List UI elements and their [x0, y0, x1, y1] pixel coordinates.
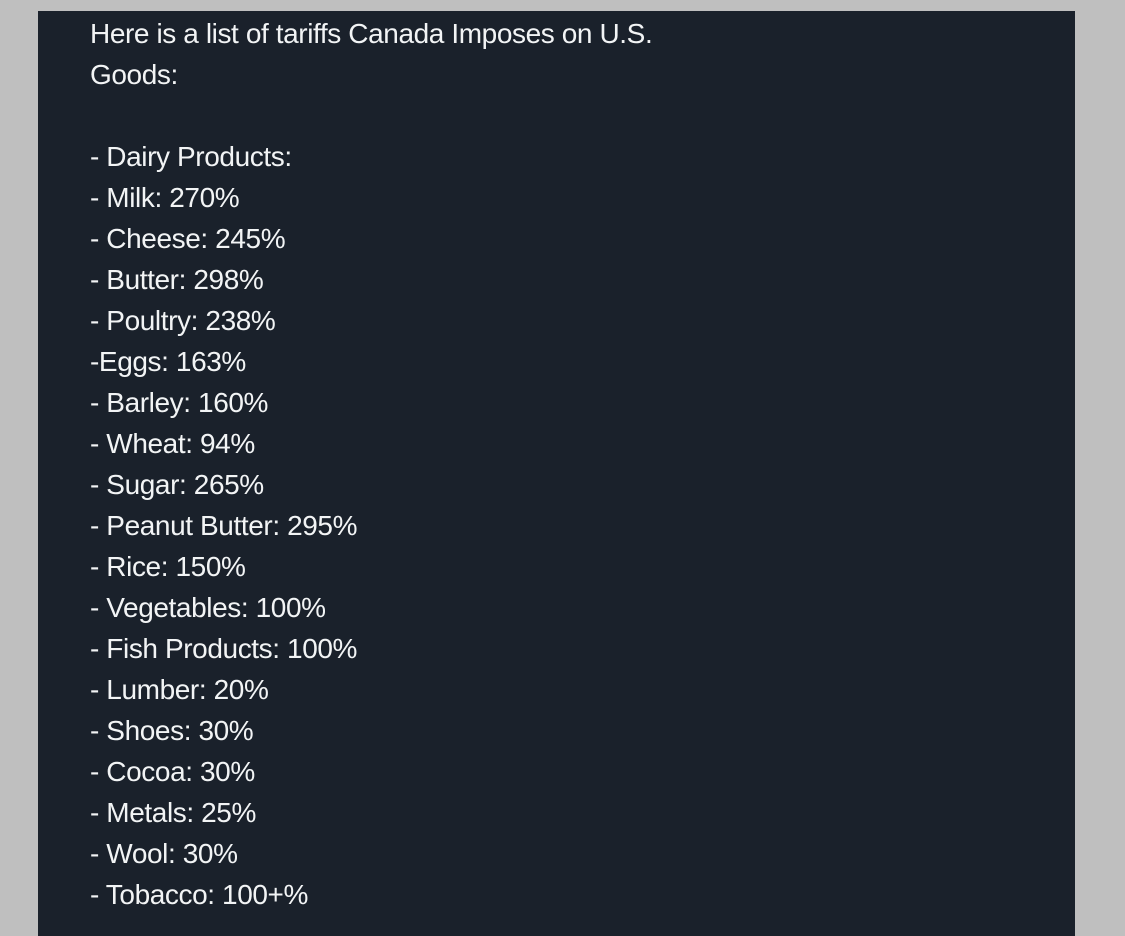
blank-line — [90, 95, 1030, 136]
list-item: - Dairy Products: — [90, 141, 292, 172]
list-item: - Milk: 270% — [90, 182, 240, 213]
list-item: - Wool: 30% — [90, 838, 238, 869]
list-item: - Metals: 25% — [90, 797, 256, 828]
list-item: - Sugar: 265% — [90, 469, 264, 500]
list-item: - Cocoa: 30% — [90, 756, 255, 787]
list-item: - Cheese: 245% — [90, 223, 286, 254]
list-item: - Vegetables: 100% — [90, 592, 326, 623]
list-item: - Tobacco: 100+% — [90, 879, 309, 910]
list-item: - Fish Products: 100% — [90, 633, 358, 664]
intro-line: Goods: — [90, 59, 178, 90]
list-item: - Shoes: 30% — [90, 715, 254, 746]
list-item: - Butter: 298% — [90, 264, 264, 295]
list-item: - Lumber: 20% — [90, 674, 269, 705]
list-item: - Rice: 150% — [90, 551, 246, 582]
list-item: - Poultry: 238% — [90, 305, 276, 336]
intro-line: Here is a list of tariffs Canada Imposes… — [90, 18, 653, 49]
list-item: - Peanut Butter: 295% — [90, 510, 358, 541]
post-text: Here is a list of tariffs Canada Imposes… — [90, 13, 1030, 915]
list-item: -Eggs: 163% — [90, 346, 246, 377]
list-item: - Wheat: 94% — [90, 428, 255, 459]
list-item: - Barley: 160% — [90, 387, 269, 418]
post-screenshot: Here is a list of tariffs Canada Imposes… — [38, 11, 1075, 936]
